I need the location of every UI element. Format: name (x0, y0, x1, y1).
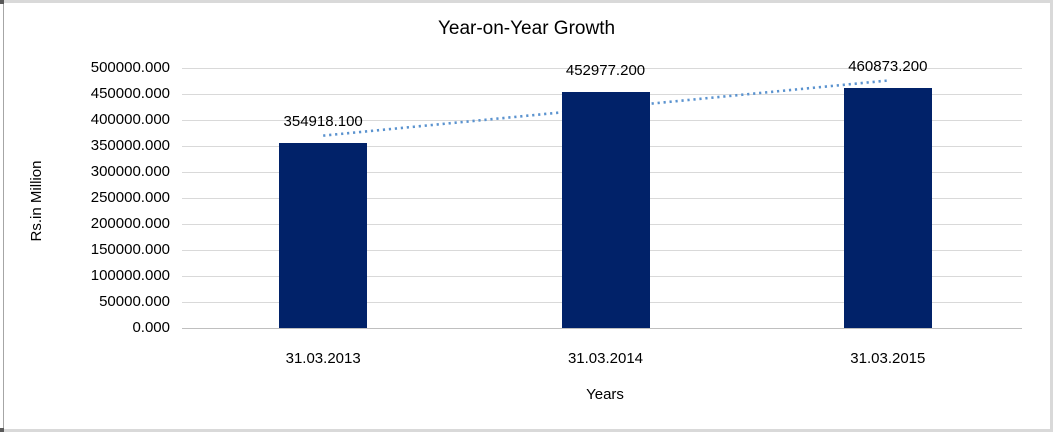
y-tick-label: 250000.000 (90, 189, 170, 206)
x-axis-line (182, 328, 1022, 329)
y-tick-label: 400000.000 (90, 111, 170, 128)
y-tick-label: 350000.000 (90, 137, 170, 154)
bar-value-label: 460873.200 (848, 58, 928, 76)
y-tick-label: 0.000 (132, 319, 170, 336)
x-tick-label: 31.03.2014 (567, 350, 644, 367)
y-tick-label: 100000.000 (90, 267, 170, 284)
bar (279, 143, 368, 328)
bar (843, 88, 932, 328)
x-tick-label: 31.03.2015 (850, 350, 926, 367)
bar-value-label: 354918.100 (283, 113, 363, 131)
frame-right-border (1050, 0, 1053, 432)
y-tick-label: 500000.000 (90, 59, 170, 76)
y-tick-label: 200000.000 (90, 215, 170, 232)
frame-bottom-border (0, 429, 1053, 432)
chart-title: Year-on-Year Growth (437, 18, 616, 39)
gridline (182, 68, 1022, 69)
y-tick-label: 150000.000 (90, 241, 170, 258)
y-tick-label: 450000.000 (90, 85, 170, 102)
frame-left-border (3, 0, 4, 432)
bar (561, 92, 650, 328)
frame-corner-top-left (0, 0, 4, 4)
y-tick-label: 50000.000 (99, 293, 170, 310)
bar-value-label: 452977.200 (565, 62, 646, 80)
y-tick-label: 300000.000 (90, 163, 170, 180)
frame-top-border (0, 0, 1053, 3)
x-axis-title: Years (586, 386, 624, 403)
frame-corner-bottom-left (0, 428, 4, 432)
x-tick-label: 31.03.2013 (285, 350, 361, 367)
